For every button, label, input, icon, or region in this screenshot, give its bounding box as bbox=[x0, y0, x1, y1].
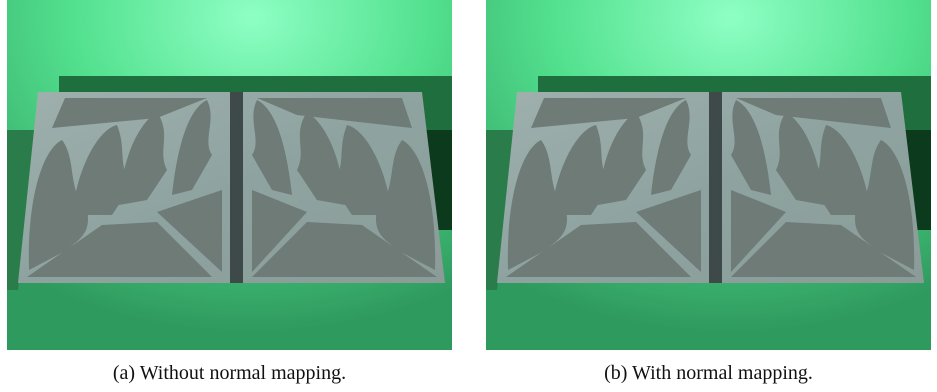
render-without-normal-map bbox=[7, 0, 452, 350]
caption: (b) With normal mapping. bbox=[486, 362, 931, 385]
caption: (a) Without normal mapping. bbox=[7, 362, 452, 385]
render-with-normal-map bbox=[486, 0, 931, 350]
figure: (a) Without normal mapping. (b) With nor… bbox=[0, 0, 937, 392]
